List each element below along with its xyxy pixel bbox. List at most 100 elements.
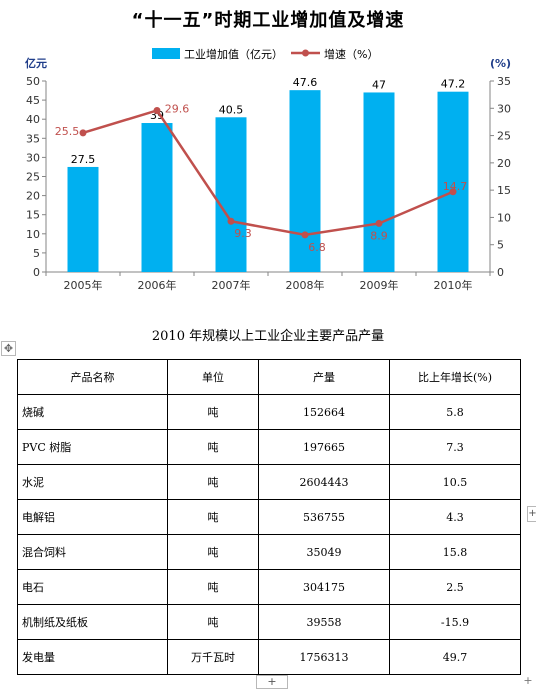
cell-growth: 10.5: [389, 464, 521, 500]
table-row: PVC 树脂 吨 197665 7.3: [17, 429, 521, 465]
cell-growth: 5.8: [389, 394, 521, 430]
legend-line-marker: [302, 49, 309, 57]
add-row-button[interactable]: +: [256, 675, 288, 689]
cell-output: 35049: [258, 534, 390, 570]
table-title: 2010 年规模以上工业企业主要产品产量: [151, 329, 385, 344]
x-tick-label: 2005年: [64, 278, 103, 292]
cell-unit: 吨: [167, 534, 259, 570]
table-row: 发电量 万千瓦时 1756313 49.7: [17, 639, 521, 675]
cell-product-name: 烧碱: [17, 394, 168, 430]
cell-growth: 7.3: [389, 429, 521, 465]
left-tick-label: 35: [26, 132, 40, 145]
left-tick-label: 30: [26, 151, 40, 164]
left-tick-label: 15: [26, 209, 40, 222]
line-data-label: 6.8: [308, 241, 326, 254]
line-point: [153, 106, 161, 114]
legend-bar-label: 工业增加值（亿元）: [184, 47, 283, 61]
bar: [67, 166, 99, 272]
line-point: [301, 231, 309, 239]
table-row: 电石 吨 304175 2.5: [17, 569, 521, 605]
right-axis-ticks: 0 5 10 15 20 25 30 35: [490, 75, 511, 279]
cell-product-name: 电解铝: [17, 499, 168, 535]
line-point: [79, 129, 87, 137]
cell-output: 1756313: [258, 639, 390, 675]
left-tick-label: 40: [26, 113, 40, 126]
plus-icon: +: [528, 508, 536, 519]
right-tick-label: 25: [497, 130, 511, 143]
left-tick-label: 45: [26, 94, 40, 107]
cell-unit: 吨: [167, 464, 259, 500]
table-row: 机制纸及纸板 吨 39558 -15.9: [17, 604, 521, 640]
left-tick-label: 10: [26, 228, 40, 241]
right-tick-label: 30: [497, 102, 511, 115]
right-axis-label: (%): [490, 57, 511, 70]
left-tick-label: 25: [26, 171, 40, 184]
cell-growth: 2.5: [389, 569, 521, 605]
cell-product-name: 水泥: [17, 464, 168, 500]
x-tick-label: 2007年: [212, 278, 251, 292]
bar-data-label: 47.2: [441, 78, 466, 91]
bar: [363, 92, 395, 273]
bar-data-label: 47: [372, 78, 386, 91]
cell-product-name: 混合饲料: [17, 534, 168, 570]
line-data-label: 14.7: [443, 180, 468, 193]
bar-data-label: 27.5: [71, 153, 96, 166]
left-tick-label: 5: [33, 247, 40, 260]
plus-icon: +: [523, 674, 533, 687]
line-point: [375, 219, 383, 227]
chart-title: “十一五”时期工业增加值及增速: [131, 10, 405, 31]
right-tick-label: 5: [497, 239, 504, 252]
cell-product-name: 发电量: [17, 639, 168, 675]
legend-line-label: 增速（%）: [324, 47, 378, 61]
cell-product-name: PVC 树脂: [17, 429, 168, 465]
bar-data-label: 40.5: [219, 103, 244, 116]
bar: [215, 117, 247, 272]
plus-icon: +: [267, 675, 277, 688]
table-row: 混合饲料 吨 35049 15.8: [17, 534, 521, 570]
line-series: 25.5 29.6 9.3 6.8 8.9 14.7: [55, 102, 468, 253]
header-unit: 单位: [167, 359, 259, 395]
header-growth: 比上年增长(%): [389, 359, 521, 395]
add-column-button[interactable]: +: [527, 506, 536, 522]
table-resize-handle[interactable]: +: [523, 674, 533, 687]
table-header-row: 产品名称 单位 产量 比上年增长(%): [17, 359, 521, 395]
header-output: 产量: [258, 359, 390, 395]
cell-growth: 15.8: [389, 534, 521, 570]
table-row: 水泥 吨 2604443 10.5: [17, 464, 521, 500]
line-data-label: 25.5: [55, 125, 80, 138]
bar: [437, 91, 469, 272]
right-tick-label: 0: [497, 266, 504, 279]
cell-growth: 49.7: [389, 639, 521, 675]
chart-legend: 工业增加值（亿元） 增速（%）: [152, 47, 378, 61]
growth-line: [82, 109, 454, 237]
right-tick-label: 10: [497, 211, 511, 224]
table-move-handle[interactable]: ✥: [1, 341, 16, 356]
cell-unit: 吨: [167, 429, 259, 465]
left-tick-label: 0: [33, 266, 40, 279]
cell-output: 152664: [258, 394, 390, 430]
line-data-label: 9.3: [234, 227, 252, 240]
left-tick-label: 50: [26, 75, 40, 88]
product-output-table: 产品名称 单位 产量 比上年增长(%) 烧碱 吨 152664 5.8 PVC …: [17, 359, 521, 675]
cell-unit: 吨: [167, 499, 259, 535]
bar: [141, 123, 173, 273]
x-tick-label: 2006年: [138, 278, 177, 292]
cell-unit: 万千瓦时: [167, 639, 259, 675]
chart-axes: [45, 81, 491, 273]
legend-bar-swatch: [152, 48, 180, 59]
right-tick-label: 35: [497, 75, 511, 88]
four-arrows-icon: ✥: [3, 342, 14, 355]
cell-unit: 吨: [167, 569, 259, 605]
cell-growth: -15.9: [389, 604, 521, 640]
x-tick-label: 2009年: [360, 278, 399, 292]
left-tick-label: 20: [26, 190, 40, 203]
line-point: [449, 188, 457, 196]
cell-product-name: 电石: [17, 569, 168, 605]
bar-data-label: 47.6: [293, 76, 318, 89]
cell-product-name: 机制纸及纸板: [17, 604, 168, 640]
line-data-label: 8.9: [370, 229, 388, 242]
table-row: 电解铝 吨 536755 4.3: [17, 499, 521, 535]
table-row: 烧碱 吨 152664 5.8: [17, 394, 521, 430]
line-point: [227, 217, 235, 225]
cell-growth: 4.3: [389, 499, 521, 535]
